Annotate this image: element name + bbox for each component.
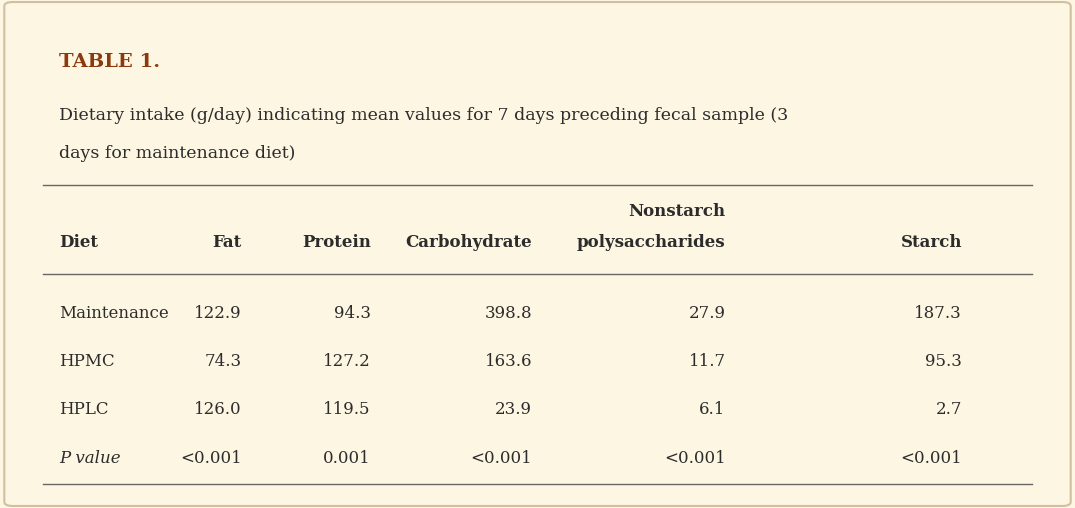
Text: 398.8: 398.8 [485,305,532,322]
Text: <0.001: <0.001 [664,450,726,466]
Text: polysaccharides: polysaccharides [577,234,726,250]
Text: Protein: Protein [302,234,371,250]
Text: Carbohydrate: Carbohydrate [405,234,532,250]
Text: <0.001: <0.001 [471,450,532,466]
Text: Starch: Starch [901,234,962,250]
Text: 122.9: 122.9 [195,305,242,322]
Text: 74.3: 74.3 [204,353,242,370]
Text: 95.3: 95.3 [926,353,962,370]
Text: HPMC: HPMC [59,353,115,370]
Text: 187.3: 187.3 [915,305,962,322]
Text: 27.9: 27.9 [689,305,726,322]
Text: 163.6: 163.6 [485,353,532,370]
Text: 11.7: 11.7 [688,353,726,370]
Text: Diet: Diet [59,234,98,250]
Text: Fat: Fat [213,234,242,250]
Text: Maintenance: Maintenance [59,305,169,322]
Text: Dietary intake (g/day) indicating mean values for 7 days preceding fecal sample : Dietary intake (g/day) indicating mean v… [59,107,788,123]
FancyBboxPatch shape [4,2,1071,506]
Text: P value: P value [59,450,120,466]
Text: <0.001: <0.001 [901,450,962,466]
Text: 127.2: 127.2 [324,353,371,370]
Text: 6.1: 6.1 [699,401,726,418]
Text: Nonstarch: Nonstarch [629,203,726,220]
Text: 2.7: 2.7 [935,401,962,418]
Text: days for maintenance diet): days for maintenance diet) [59,145,296,162]
Text: 23.9: 23.9 [496,401,532,418]
Text: HPLC: HPLC [59,401,109,418]
Text: <0.001: <0.001 [181,450,242,466]
Text: 94.3: 94.3 [334,305,371,322]
Text: TABLE 1.: TABLE 1. [59,53,160,71]
Text: 126.0: 126.0 [195,401,242,418]
Text: 0.001: 0.001 [324,450,371,466]
Text: 119.5: 119.5 [324,401,371,418]
